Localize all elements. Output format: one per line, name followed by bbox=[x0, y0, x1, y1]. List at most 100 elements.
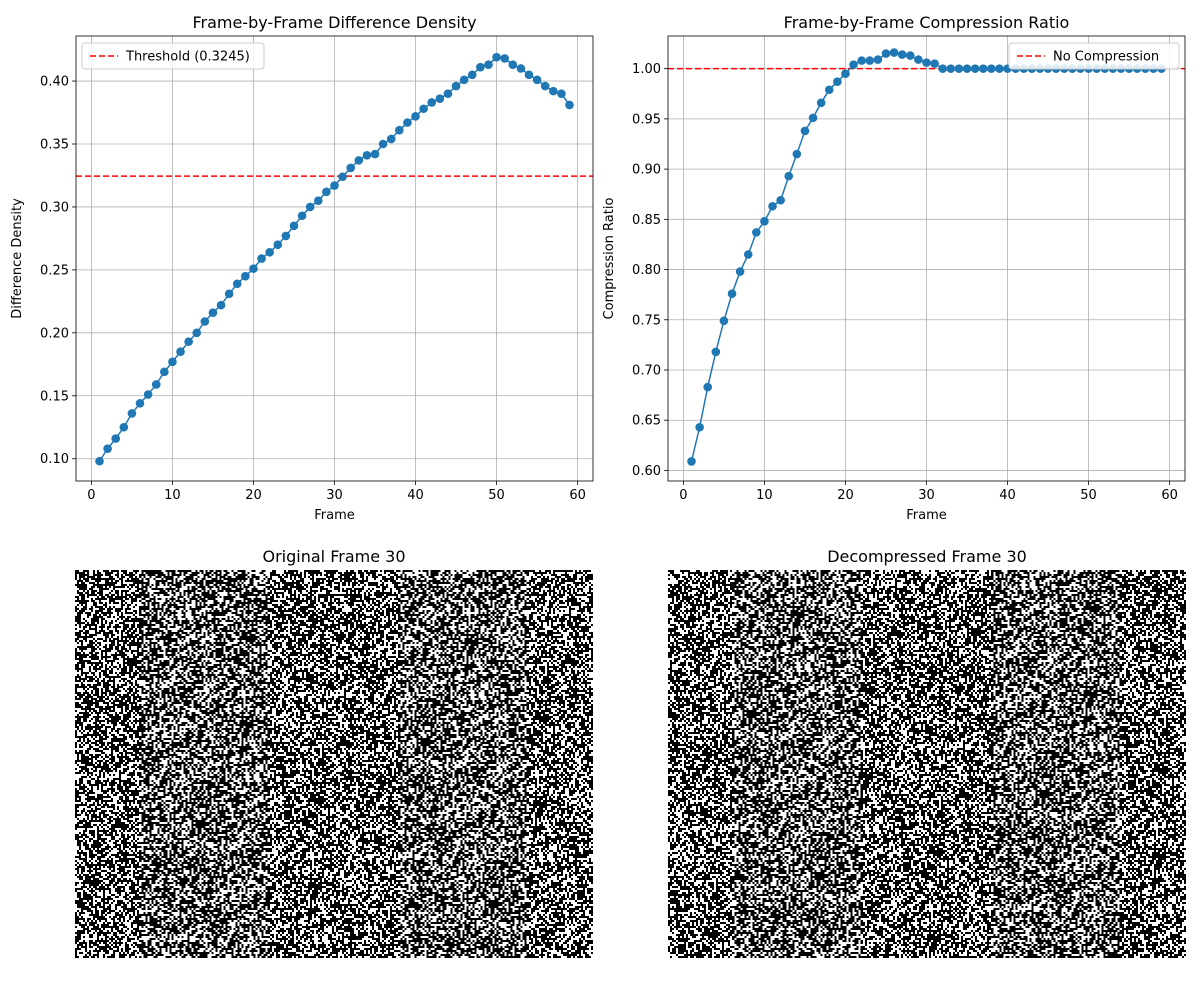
data-point bbox=[500, 54, 509, 63]
data-point bbox=[224, 289, 234, 299]
decompressed-frame-title: Decompressed Frame 30 bbox=[827, 547, 1027, 566]
legend-label: No Compression bbox=[1053, 50, 1159, 65]
y-tick-label: 0.90 bbox=[632, 163, 661, 178]
data-point bbox=[516, 64, 526, 73]
y-tick-label: 0.70 bbox=[632, 364, 661, 379]
data-point bbox=[873, 55, 883, 64]
legend-label: Threshold (0.3245) bbox=[125, 50, 250, 65]
x-tick-label: 0 bbox=[679, 488, 687, 503]
data-point bbox=[492, 52, 501, 62]
chart-title: Frame-by-Frame Compression Ratio bbox=[784, 13, 1070, 32]
legend-box bbox=[81, 42, 265, 70]
data-point bbox=[184, 337, 193, 346]
data-point bbox=[443, 89, 453, 98]
y-tick-label: 1.00 bbox=[632, 62, 661, 77]
data-point bbox=[119, 422, 129, 432]
data-point bbox=[208, 308, 218, 317]
y-tick-label: 0.30 bbox=[40, 200, 69, 215]
data-point bbox=[378, 139, 388, 149]
data-point bbox=[103, 444, 112, 453]
data-point bbox=[987, 64, 996, 73]
data-point bbox=[816, 98, 826, 108]
data-point bbox=[427, 98, 437, 107]
data-point bbox=[922, 58, 931, 67]
data-point bbox=[881, 49, 891, 58]
data-point bbox=[857, 56, 866, 65]
data-point bbox=[168, 357, 177, 367]
data-point bbox=[151, 380, 161, 389]
data-point bbox=[760, 217, 769, 226]
data-point bbox=[743, 250, 753, 259]
data-point bbox=[508, 60, 518, 70]
data-point bbox=[719, 316, 729, 326]
chart-title: Frame-by-Frame Difference Density bbox=[192, 13, 476, 32]
data-point bbox=[703, 382, 713, 392]
data-point bbox=[160, 367, 169, 377]
data-point bbox=[176, 347, 185, 357]
data-point bbox=[111, 434, 121, 443]
data-point bbox=[484, 60, 493, 70]
data-point bbox=[808, 113, 818, 123]
y-tick-label: 0.60 bbox=[632, 464, 661, 479]
data-point bbox=[249, 264, 258, 273]
data-point bbox=[768, 201, 777, 211]
x-tick-label: 30 bbox=[918, 488, 935, 503]
original-frame-title: Original Frame 30 bbox=[263, 547, 406, 566]
data-point bbox=[784, 171, 794, 181]
decompressed-frame-image bbox=[668, 570, 1186, 958]
y-tick-label: 0.10 bbox=[40, 452, 69, 467]
x-tick-label: 50 bbox=[1080, 488, 1097, 503]
y-tick-label: 0.40 bbox=[40, 75, 69, 90]
x-tick-label: 40 bbox=[407, 488, 424, 503]
data-point bbox=[914, 55, 923, 64]
chart-compression-ratio: 0 10 20 30 40 50 60 0.60 0.65 0.70 0.75 0.80 0.85 0.9… bbox=[602, 13, 1186, 523]
data-point bbox=[524, 70, 534, 80]
y-tick-label: 0.75 bbox=[632, 313, 661, 328]
y-axis-label: Difference Density bbox=[10, 198, 25, 319]
data-point bbox=[833, 77, 842, 87]
data-point bbox=[232, 279, 242, 289]
data-point bbox=[548, 86, 558, 96]
data-point bbox=[962, 64, 972, 73]
data-point bbox=[978, 64, 988, 73]
data-point bbox=[143, 390, 153, 399]
data-point bbox=[273, 240, 283, 250]
data-point bbox=[346, 163, 356, 173]
data-point bbox=[419, 104, 428, 114]
x-tick-label: 50 bbox=[488, 488, 505, 503]
x-axis-label: Frame bbox=[906, 508, 947, 523]
data-point bbox=[265, 247, 274, 257]
x-axis-label: Frame bbox=[314, 508, 355, 523]
x-tick-label: 30 bbox=[326, 488, 343, 503]
y-tick-label: 0.15 bbox=[40, 389, 69, 404]
y-tick-label: 0.25 bbox=[40, 263, 69, 278]
x-tick-label: 20 bbox=[245, 488, 262, 503]
data-point bbox=[841, 69, 850, 78]
y-axis-label: Compression Ratio bbox=[602, 198, 617, 320]
y-tick-label: 0.85 bbox=[632, 213, 661, 228]
y-tick-label: 0.95 bbox=[632, 112, 661, 127]
chart-difference-density: 0 10 20 30 40 50 60 0.10 0.15 0.20 0.25 0.30 0.35 0.4… bbox=[10, 13, 594, 523]
data-point bbox=[362, 151, 372, 160]
data-point bbox=[338, 172, 347, 182]
data-point bbox=[313, 196, 323, 205]
data-point bbox=[970, 64, 980, 73]
data-point bbox=[216, 300, 226, 310]
data-point bbox=[889, 48, 899, 57]
data-point bbox=[289, 221, 299, 231]
legend: No Compression bbox=[1008, 42, 1180, 70]
data-point bbox=[565, 100, 574, 110]
data-point bbox=[281, 231, 291, 241]
data-point bbox=[305, 202, 315, 212]
data-point bbox=[95, 456, 104, 466]
original-frame-image bbox=[75, 570, 593, 958]
data-point bbox=[905, 51, 915, 60]
data-point bbox=[386, 134, 396, 144]
data-point bbox=[459, 75, 469, 85]
data-point bbox=[200, 317, 210, 326]
data-point bbox=[727, 289, 737, 298]
data-point bbox=[930, 59, 939, 68]
data-point bbox=[330, 181, 339, 190]
data-point bbox=[824, 85, 834, 95]
